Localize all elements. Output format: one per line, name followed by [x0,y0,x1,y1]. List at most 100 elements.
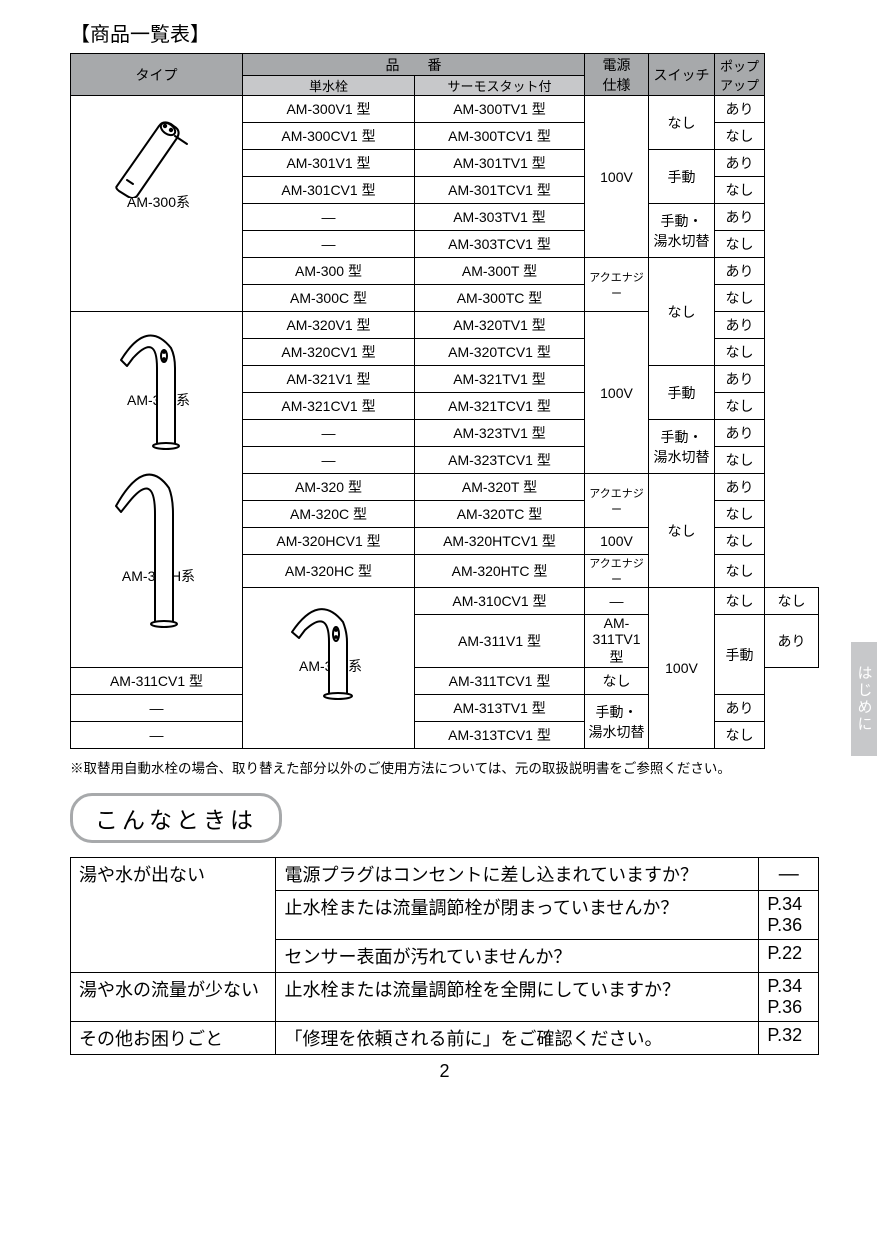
cell-popup: あり [765,615,819,668]
qa-check: 電源プラグはコンセントに差し込まれていますか？ [276,858,759,891]
cell-power: 100V [585,528,649,555]
cell-switch: 手動・ 湯水切替 [649,204,715,258]
cell-power: 100V [585,96,649,258]
cell-thermo: AM-320HTC 型 [415,555,585,588]
type-cell-am310: AM-310系 [243,588,415,749]
cell-switch: 手動 [649,366,715,420]
page-title: 【商品一覧表】 [70,18,819,47]
qa-page-ref: ― [759,858,819,891]
cell-thermo: AM-301TV1 型 [415,150,585,177]
cell-thermo: AM-300TCV1 型 [415,123,585,150]
cell-tansui: ― [71,695,243,722]
col-type: タイプ [71,54,243,96]
cell-tansui: ― [71,722,243,749]
cell-tansui: AM-300C 型 [243,285,415,312]
faucet-am320h-icon [115,458,201,630]
cell-popup: なし [765,588,819,615]
cell-popup: あり [715,312,765,339]
cell-popup: あり [715,96,765,123]
cell-thermo: AM-320TV1 型 [415,312,585,339]
cell-tansui: AM-321V1 型 [243,366,415,393]
cell-tansui: AM-311CV1 型 [71,668,243,695]
qa-check: センサー表面が汚れていませんか？ [276,940,759,973]
qa-check: 「修理を依頼される前に」をご確認ください。 [276,1022,759,1055]
qa-symptom: その他お困りごと [71,1022,276,1055]
cell-thermo: AM-311TCV1 型 [415,668,585,695]
cell-thermo: AM-301TCV1 型 [415,177,585,204]
cell-popup: あり [715,420,765,447]
cell-tansui: AM-301CV1 型 [243,177,415,204]
qa-check: 止水栓または流量調節栓が閉まっていませんか？ [276,891,759,940]
qa-table: 湯や水が出ない電源プラグはコンセントに差し込まれていますか？―止水栓または流量調… [70,857,819,1055]
cell-popup: あり [715,150,765,177]
cell-thermo: AM-300TC 型 [415,285,585,312]
qa-page-ref: P.22 [759,940,819,973]
cell-thermo: AM-321TCV1 型 [415,393,585,420]
qa-row: 湯や水の流量が少ない止水栓または流量調節栓を全開にしていますか？P.34 P.3… [71,973,819,1022]
qa-row: 湯や水が出ない電源プラグはコンセントに差し込まれていますか？― [71,858,819,891]
cell-popup: なし [715,555,765,588]
cell-tansui: ― [243,420,415,447]
cell-switch: なし [715,588,765,615]
cell-tansui: AM-320 型 [243,474,415,501]
cell-thermo: AM-313TV1 型 [415,695,585,722]
qa-symptom: 湯や水の流量が少ない [71,973,276,1022]
cell-tansui: AM-310CV1 型 [415,588,585,615]
qa-symptom: 湯や水が出ない [71,858,276,973]
cell-switch: 手動 [715,615,765,695]
product-table: タイプ 品 番 電源 仕様 スイッチ ポップ アップ 単水栓 サーモスタット付 … [70,53,819,749]
cell-popup: あり [715,695,765,722]
cell-thermo: AM-311TV1 型 [585,615,649,668]
cell-popup: あり [715,474,765,501]
cell-tansui: AM-301V1 型 [243,150,415,177]
cell-tansui: AM-320V1 型 [243,312,415,339]
qa-check: 止水栓または流量調節栓を全開にしていますか？ [276,973,759,1022]
cell-thermo: ― [585,588,649,615]
cell-power: アクエナジー [585,474,649,528]
cell-thermo: AM-323TV1 型 [415,420,585,447]
qa-page-ref: P.34 P.36 [759,891,819,940]
cell-thermo: AM-321TV1 型 [415,366,585,393]
cell-switch: 手動・ 湯水切替 [585,695,649,749]
footnote: ※取替用自動水栓の場合、取り替えた部分以外のご使用方法については、元の取扱説明書… [70,757,819,777]
cell-switch: 手動 [649,150,715,204]
col-tansui: 単水栓 [243,76,415,96]
cell-tansui: AM-320CV1 型 [243,339,415,366]
cell-thermo: AM-323TCV1 型 [415,447,585,474]
cell-power: 100V [649,588,715,749]
cell-switch: 手動・ 湯水切替 [649,420,715,474]
cell-tansui: ― [243,231,415,258]
cell-thermo: AM-313TCV1 型 [415,722,585,749]
col-switch: スイッチ [649,54,715,96]
cell-popup: なし [715,447,765,474]
col-popup: ポップ アップ [715,54,765,96]
cell-tansui: AM-320HC 型 [243,555,415,588]
cell-switch: なし [649,258,715,366]
col-thermo: サーモスタット付 [415,76,585,96]
cell-popup: なし [715,722,765,749]
cell-tansui: AM-320C 型 [243,501,415,528]
cell-switch: なし [649,96,715,150]
cell-thermo: AM-300TV1 型 [415,96,585,123]
cell-popup: なし [715,177,765,204]
side-tab: はじめに [851,642,877,756]
cell-power: アクエナジー [585,258,649,312]
cell-thermo: AM-320T 型 [415,474,585,501]
faucet-am310-icon [287,592,373,702]
cell-thermo: AM-303TV1 型 [415,204,585,231]
cell-popup: なし [585,668,649,695]
cell-tansui: AM-321CV1 型 [243,393,415,420]
table-row: AM-300系AM-300V1 型AM-300TV1 型100Vなしあり [71,96,819,123]
cell-thermo: AM-320TCV1 型 [415,339,585,366]
faucet-am320-icon [117,318,203,452]
qa-row: その他お困りごと「修理を依頼される前に」をご確認ください。P.32 [71,1022,819,1055]
cell-popup: なし [715,123,765,150]
faucet-am300-icon [109,114,195,198]
cell-thermo: AM-320TC 型 [415,501,585,528]
cell-tansui: ― [243,204,415,231]
cell-popup: なし [715,393,765,420]
cell-popup: なし [715,339,765,366]
cell-popup: あり [715,204,765,231]
cell-thermo: AM-320HTCV1 型 [415,528,585,555]
cell-tansui: AM-300 型 [243,258,415,285]
